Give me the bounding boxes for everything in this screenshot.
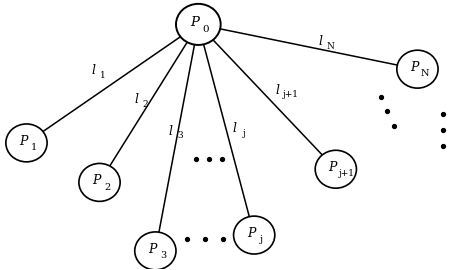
- Text: l: l: [168, 124, 173, 137]
- Ellipse shape: [135, 232, 176, 270]
- Ellipse shape: [176, 4, 221, 45]
- Text: 3: 3: [177, 131, 182, 140]
- Text: l: l: [91, 64, 95, 77]
- Text: P: P: [247, 227, 255, 240]
- Ellipse shape: [397, 50, 438, 88]
- Text: j+1: j+1: [339, 170, 355, 178]
- Text: P: P: [191, 16, 200, 29]
- Text: 0: 0: [203, 25, 210, 34]
- Text: l: l: [319, 35, 323, 48]
- Ellipse shape: [234, 216, 275, 254]
- Text: j+1: j+1: [283, 90, 299, 99]
- Text: l: l: [233, 122, 237, 135]
- Text: 2: 2: [104, 183, 110, 192]
- Text: 3: 3: [160, 251, 166, 260]
- Text: j: j: [260, 235, 264, 244]
- Text: P: P: [19, 134, 27, 148]
- Text: P: P: [148, 242, 156, 255]
- Text: N: N: [326, 42, 334, 51]
- Text: N: N: [421, 69, 429, 78]
- Text: 2: 2: [143, 100, 148, 109]
- Ellipse shape: [79, 163, 120, 201]
- Text: P: P: [92, 174, 100, 187]
- Text: l: l: [134, 93, 138, 106]
- Ellipse shape: [6, 124, 47, 162]
- Text: 1: 1: [100, 71, 105, 80]
- Text: j: j: [243, 129, 246, 138]
- Text: P: P: [328, 161, 337, 174]
- Ellipse shape: [315, 150, 356, 188]
- Text: P: P: [410, 61, 419, 74]
- Text: l: l: [276, 84, 280, 97]
- Text: 1: 1: [31, 143, 37, 152]
